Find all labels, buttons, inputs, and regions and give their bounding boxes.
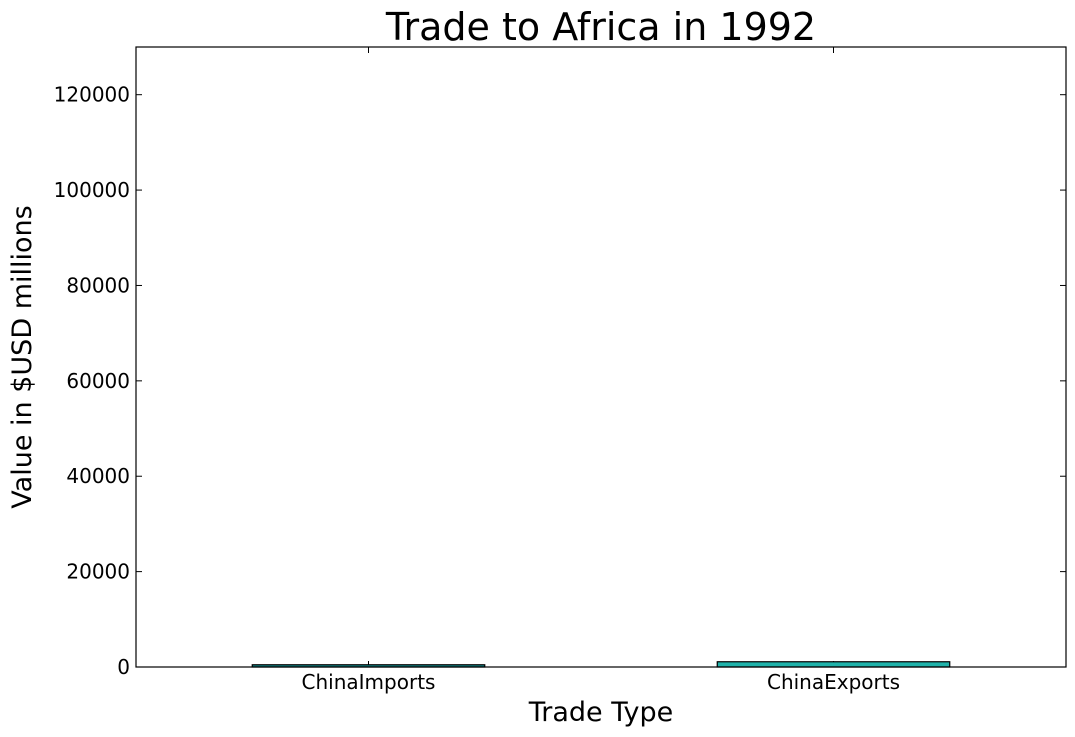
bars — [251, 661, 951, 668]
y-tick-label: 40000 — [66, 464, 130, 488]
y-tick-label: 20000 — [66, 560, 130, 584]
y-tick-label: 120000 — [54, 83, 130, 107]
y-tick-label: 100000 — [54, 178, 130, 202]
x-tick-label: ChinaExports — [767, 670, 900, 694]
y-tick-label: 0 — [117, 655, 130, 679]
y-tick-label: 80000 — [66, 273, 130, 297]
chart-title: Trade to Africa in 1992 — [385, 5, 816, 49]
x-axis-label: Trade Type — [528, 697, 674, 728]
axis-ticks: 0 20000 40000 60000 80000 100000 120000 ChinaIm… — [54, 47, 1066, 694]
plot-frame — [135, 46, 1067, 668]
bar-chinaexports — [716, 661, 951, 668]
x-tick-label: ChinaImports — [302, 670, 436, 694]
y-axis-label: Value in $USD millions — [7, 205, 38, 508]
y-tick-label: 60000 — [66, 369, 130, 393]
